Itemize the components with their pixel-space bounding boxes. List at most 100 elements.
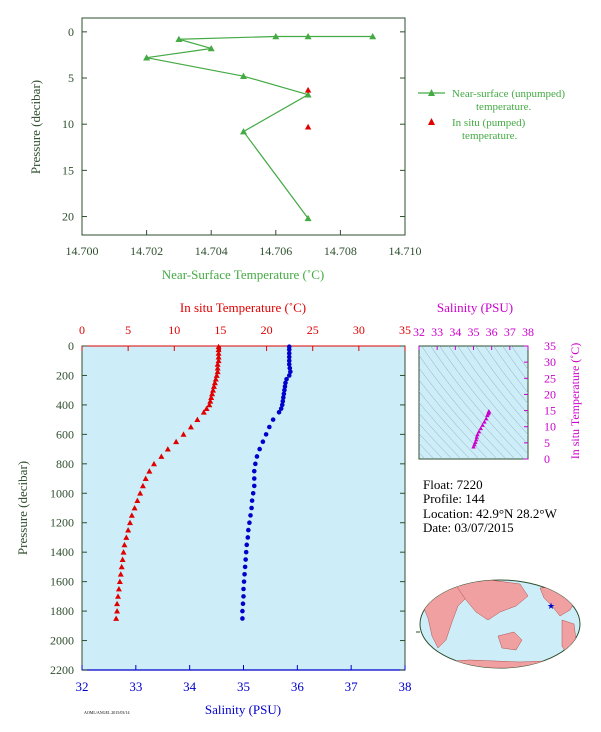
- salinity-point: [240, 616, 245, 621]
- profile-chart: 0200400600800100012001400160018002000220…: [15, 300, 412, 717]
- salinity-point: [245, 535, 251, 540]
- salinity-point: [279, 402, 285, 408]
- salinity-point: [242, 571, 247, 577]
- ts-point: [485, 413, 490, 418]
- temperature-point: [150, 460, 157, 467]
- ns-unpumped-point: [369, 32, 377, 40]
- temperature-point: [117, 571, 124, 577]
- salinity-point: [249, 505, 254, 511]
- pr-ytick-label: 1800: [50, 604, 74, 618]
- near-surface-series: [143, 32, 377, 222]
- ts-contour: [502, 346, 528, 382]
- salinity-point: [250, 490, 256, 496]
- temperature-point: [114, 608, 121, 614]
- temperature-point: [212, 376, 219, 382]
- ts-xtick-label: 36: [486, 325, 498, 339]
- ts-ytick-label: 5: [544, 436, 550, 450]
- temperature-point: [164, 446, 171, 452]
- ts-density-contours: [419, 346, 528, 459]
- salinity-point: [287, 365, 293, 371]
- pr-ytick-label: 2200: [50, 663, 74, 677]
- ns-ytick-label: 10: [62, 117, 74, 131]
- pr-bottom-tick-label: 35: [237, 679, 250, 694]
- ns-ytick-label: 0: [68, 25, 74, 39]
- pr-top-tick-label: 35: [399, 323, 411, 337]
- ts-contour: [511, 346, 528, 370]
- ts-contour: [430, 346, 525, 459]
- ns-unpumped-point: [272, 32, 280, 40]
- temperature-point: [123, 534, 130, 540]
- pr-ytick-label: 0: [68, 339, 74, 353]
- ns-unpumped-point: [175, 35, 183, 43]
- salinity-point: [247, 520, 252, 526]
- temperature-point: [115, 586, 122, 592]
- salinity-point: [286, 373, 292, 378]
- ts-ytick-label: 15: [544, 404, 556, 418]
- legend-label-near-surface-2: temperature.: [476, 101, 532, 113]
- ns-ytick-label: 20: [62, 210, 74, 224]
- temperature-point: [134, 497, 141, 504]
- temperature-point: [139, 482, 146, 489]
- ts-xtick-label: 38: [522, 325, 534, 339]
- ns-pumped-point: [304, 86, 312, 93]
- ts-point: [476, 429, 482, 434]
- footer-text: AOML/ANGEL 2015/03/14: [84, 710, 130, 715]
- salinity-point: [286, 354, 292, 360]
- temperature-point: [210, 387, 217, 393]
- ts-contour: [419, 379, 489, 459]
- temperature-point: [137, 490, 144, 496]
- temperature-point: [121, 541, 128, 548]
- temperature-point: [125, 527, 132, 533]
- near-surface-axes: 14.700 14.702 14.704 14.706 14.708 14.710 0 5 10…: [62, 25, 422, 258]
- temperature-point: [203, 405, 210, 411]
- temperature-point: [211, 379, 218, 386]
- salinity-point: [241, 594, 246, 599]
- temperature-point: [214, 365, 221, 371]
- temperature-point: [120, 549, 127, 555]
- float-location-marker: ★: [547, 601, 555, 611]
- pr-ytick-label: 400: [56, 398, 74, 412]
- salinity-point: [288, 369, 293, 375]
- temperature-point: [207, 398, 214, 404]
- ts-xtick-label: 37: [504, 325, 516, 339]
- salinity-point: [276, 409, 282, 415]
- pr-top-tick-label: 10: [168, 323, 180, 337]
- salinity-point: [241, 579, 247, 584]
- salinity-point: [240, 608, 245, 614]
- salinity-point: [243, 557, 248, 562]
- near-surface-legend: Near-surface (unpumped) temperature. In …: [418, 88, 565, 142]
- ts-point: [482, 419, 487, 424]
- near-surface-xlabel: Near-Surface Temperature (˚C): [162, 267, 324, 282]
- legend-marker-near-surface: [428, 89, 435, 96]
- temperature-point: [113, 615, 120, 621]
- temperature-point: [214, 368, 221, 375]
- ts-contour: [421, 346, 516, 459]
- ts-contour: [466, 346, 528, 426]
- salinity-point: [260, 439, 266, 445]
- ts-ytick-label: 30: [544, 355, 556, 369]
- salinity-point: [270, 417, 276, 422]
- pr-top-tick-label: 30: [353, 323, 365, 337]
- ns-unpumped-point: [240, 128, 247, 135]
- salinity-point: [286, 362, 292, 367]
- salinity-point: [249, 498, 255, 503]
- ts-ytick-label: 35: [544, 339, 556, 353]
- salinity-point: [241, 586, 246, 592]
- temperature-point: [214, 361, 221, 367]
- pr-top-tick-label: 25: [307, 323, 319, 337]
- temperature-point: [158, 453, 165, 459]
- ns-xtick-label: 14.708: [324, 244, 357, 258]
- pr-ytick-label: 1600: [50, 575, 74, 589]
- temperature-point: [210, 383, 217, 389]
- ts-right-label: In situ Temperature (˚C): [568, 343, 582, 460]
- ns-unpumped-point: [304, 214, 312, 222]
- ts-point: [484, 416, 489, 421]
- profile-top-axis-label: In situ Temperature (˚C): [180, 300, 306, 315]
- temperature-point: [118, 563, 125, 570]
- ts-contour: [419, 354, 507, 459]
- float-location: Location: 42.9°N 28.2°W: [423, 506, 558, 521]
- temperature-point: [128, 512, 135, 518]
- temperature-point: [208, 394, 215, 400]
- world-map: ★: [416, 579, 581, 669]
- temperature-point: [180, 431, 187, 437]
